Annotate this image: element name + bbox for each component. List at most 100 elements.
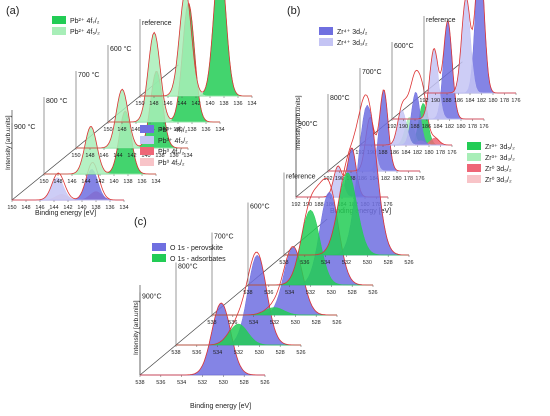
legend-swatch [467, 142, 481, 150]
x-tick-label: 534 [249, 320, 258, 326]
legend-label: Pb⁰ 4f₇/₂ [158, 148, 185, 156]
envelope-line [176, 251, 301, 346]
x-tick-label: 536 [228, 320, 237, 326]
x-tick-label: 526 [296, 350, 305, 356]
legend-swatch [140, 136, 154, 144]
legend-swatch [152, 254, 166, 262]
trace-label: 600°C [394, 42, 414, 50]
x-tick-label: 530 [363, 260, 372, 266]
spectrum-trace: 538 536 534 532 530 528 526 800°C [171, 251, 306, 356]
spectrum-trace: 192 190 188 186 184 182 180 178 176 reference [419, 0, 521, 104]
x-tick-label: 528 [240, 380, 249, 386]
x-tick-label: 150 [71, 153, 80, 159]
x-tick-label: 144 [177, 101, 186, 107]
legend-label: Pb³⁺ 4f₅/₂ [158, 138, 188, 145]
x-tick-label: 536 [300, 260, 309, 266]
x-tick-label: 184 [401, 150, 410, 156]
x-tick-label: 530 [219, 380, 228, 386]
x-tick-label: 148 [85, 153, 94, 159]
x-tick-label: 534 [177, 380, 186, 386]
legend-label: Zr³⁺ 3d₅/₂ [485, 144, 515, 151]
trace-label: 700°C [362, 68, 382, 76]
x-tick-label: 534 [213, 350, 222, 356]
x-tick-label: 182 [445, 124, 454, 130]
x-tick-label: 134 [151, 179, 160, 185]
trace-label: 900 °C [14, 123, 35, 131]
x-tick-label: 538 [171, 350, 180, 356]
spectrum-trace: 538 536 534 532 530 528 526 reference [279, 94, 414, 266]
x-tick-label: 180 [424, 150, 433, 156]
x-tick-label: 150 [39, 179, 48, 185]
x-tick-label: 188 [410, 124, 419, 130]
x-tick-label: 146 [67, 179, 76, 185]
legend-label: Zr⁴⁺ 3d₅/₂ [337, 29, 368, 36]
envelope-line [284, 94, 409, 256]
x-tick-label: 184 [465, 98, 474, 104]
x-tick-label: 176 [511, 98, 520, 104]
legend-label: Pb²⁺ 4f₅/₂ [70, 29, 100, 36]
x-tick-label: 538 [135, 380, 144, 386]
x-tick-label: 178 [500, 98, 509, 104]
x-tick-label: 146 [131, 127, 140, 133]
trace-label: 700 °C [78, 71, 99, 79]
x-tick-label: 134 [215, 127, 224, 133]
x-tick-label: 142 [95, 179, 104, 185]
x-tick-label: 536 [156, 380, 165, 386]
peak-area [44, 126, 156, 175]
legend-swatch [140, 147, 154, 155]
x-tick-label: 190 [431, 98, 440, 104]
legend-top: Pb²⁺ 4f₇/₂ Pb²⁺ 4f₅/₂ [52, 16, 100, 36]
legend-label: Pb²⁺ 4f₇/₂ [70, 18, 100, 25]
x-tick-label: 150 [7, 205, 16, 211]
x-tick-label: 138 [91, 205, 100, 211]
x-tick-label: 138 [187, 127, 196, 133]
x-tick-label: 186 [454, 98, 463, 104]
x-tick-label: 180 [392, 176, 401, 182]
x-tick-label: 538 [243, 290, 252, 296]
x-tick-label: 140 [205, 101, 214, 107]
x-tick-label: 538 [207, 320, 216, 326]
legend-swatch [319, 38, 333, 46]
legend-top: O 1s - perovskite O 1s - adsorbates [152, 243, 226, 263]
x-tick-label: 528 [348, 290, 357, 296]
x-tick-label: 140 [141, 153, 150, 159]
spectrum-trace: 150 148 146 144 142 140 138 136 134 reference [135, 0, 257, 107]
x-tick-label: 146 [163, 101, 172, 107]
x-tick-label: 534 [321, 260, 330, 266]
x-tick-label: 192 [291, 202, 300, 208]
legend-bottom: Zr³⁺ 3d₅/₂ Zr³⁺ 3d₃/₂ Zr⁰ 3d₅/₂ Zr⁰ 3d₃/₂ [467, 142, 515, 184]
legend-label: Zr⁰ 3d₅/₂ [485, 165, 512, 173]
x-tick-label: 532 [342, 260, 351, 266]
x-tick-label: 148 [53, 179, 62, 185]
x-tick-label: 144 [113, 153, 122, 159]
legend-label: O 1s - perovskite [170, 245, 223, 252]
spectrum-trace: 538 536 534 532 530 528 526 700°C [207, 232, 342, 326]
x-tick-label: 188 [378, 150, 387, 156]
x-tick-label: 182 [413, 150, 422, 156]
envelope-line [392, 20, 484, 120]
envelope-line [140, 0, 252, 97]
x-tick-label: 526 [332, 320, 341, 326]
trace-label: reference [426, 17, 456, 24]
x-tick-label: 136 [105, 205, 114, 211]
legend-label: Pb⁰ 4f₅/₂ [158, 159, 185, 167]
legend-swatch [467, 164, 481, 172]
legend-label: Zr⁴⁺ 3d₃/₂ [337, 40, 368, 47]
x-tick-label: 534 [285, 290, 294, 296]
x-tick-label: 532 [270, 320, 279, 326]
x-tick-label: 176 [447, 150, 456, 156]
x-tick-label: 142 [63, 205, 72, 211]
x-tick-label: 134 [183, 153, 192, 159]
x-tick-label: 528 [276, 350, 285, 356]
spectrum-trace: 538 536 534 532 530 528 526 600°C [243, 177, 378, 296]
x-tick-label: 140 [77, 205, 86, 211]
envelope-line [248, 177, 373, 286]
legend-swatch [467, 153, 481, 161]
x-tick-label: 536 [264, 290, 273, 296]
envelope-line [76, 71, 188, 149]
legend-swatch [52, 16, 66, 24]
x-tick-label: 136 [201, 127, 210, 133]
